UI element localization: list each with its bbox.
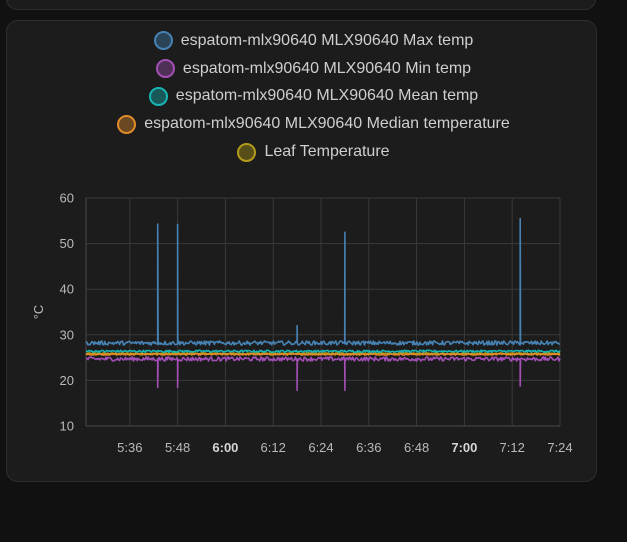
chart-series — [85, 217, 561, 392]
series-mean-temp — [85, 349, 561, 353]
x-tick-label: 6:00 — [212, 440, 238, 455]
series-median-temp — [85, 352, 561, 356]
x-tick-label: 7:24 — [547, 440, 572, 455]
x-tick-label: 6:36 — [356, 440, 381, 455]
legend-swatch — [153, 31, 173, 51]
legend-swatch — [155, 59, 175, 79]
series-min-temp — [85, 356, 561, 392]
y-tick-label: 20 — [60, 373, 74, 388]
chart-grid — [85, 197, 561, 427]
y-tick-label: 60 — [60, 191, 74, 206]
legend-swatch — [117, 114, 137, 134]
legend-item-max-temp[interactable]: espatom-mlx90640 MLX90640 Max temp — [0, 27, 627, 55]
legend-label: espatom-mlx90640 MLX90640 Mean temp — [175, 87, 479, 105]
legend-label: espatom-mlx90640 MLX90640 Median tempera… — [144, 115, 510, 133]
legend-swatch — [148, 86, 168, 106]
x-tick-label: 7:12 — [500, 440, 525, 455]
legend-item-leaf-temp[interactable]: Leaf Temperature — [0, 138, 627, 166]
legend-item-median-temp[interactable]: espatom-mlx90640 MLX90640 Median tempera… — [0, 110, 627, 138]
legend-label: espatom-mlx90640 MLX90640 Min temp — [182, 59, 472, 77]
legend-label: Leaf Temperature — [264, 143, 390, 161]
x-tick-label: 6:24 — [308, 440, 333, 455]
legend-label: espatom-mlx90640 MLX90640 Max temp — [180, 31, 474, 49]
x-tick-label: 5:36 — [117, 440, 142, 455]
y-tick-label: 50 — [60, 236, 74, 251]
y-axis-label: °C — [31, 305, 46, 320]
x-tick-label: 6:48 — [404, 440, 429, 455]
history-graph-card — [6, 20, 597, 482]
legend-item-min-temp[interactable]: espatom-mlx90640 MLX90640 Min temp — [0, 55, 627, 83]
x-tick-label: 6:12 — [261, 440, 286, 455]
x-tick-label: 7:00 — [451, 440, 477, 455]
y-tick-label: 10 — [60, 419, 74, 434]
legend-item-mean-temp[interactable]: espatom-mlx90640 MLX90640 Mean temp — [0, 83, 627, 111]
y-tick-label: 30 — [60, 327, 74, 342]
series-max-temp — [85, 217, 560, 346]
legend-swatch — [237, 142, 257, 162]
chart-axes: 10 20 30 40 50 60 5:36 5:48 6:00 6:12 6:24 6:36 6:48… — [31, 191, 573, 456]
y-tick-label: 40 — [60, 282, 74, 297]
x-tick-label: 5:48 — [165, 440, 190, 455]
chart-legend: espatom-mlx90640 MLX90640 Max temp espat… — [0, 27, 627, 166]
